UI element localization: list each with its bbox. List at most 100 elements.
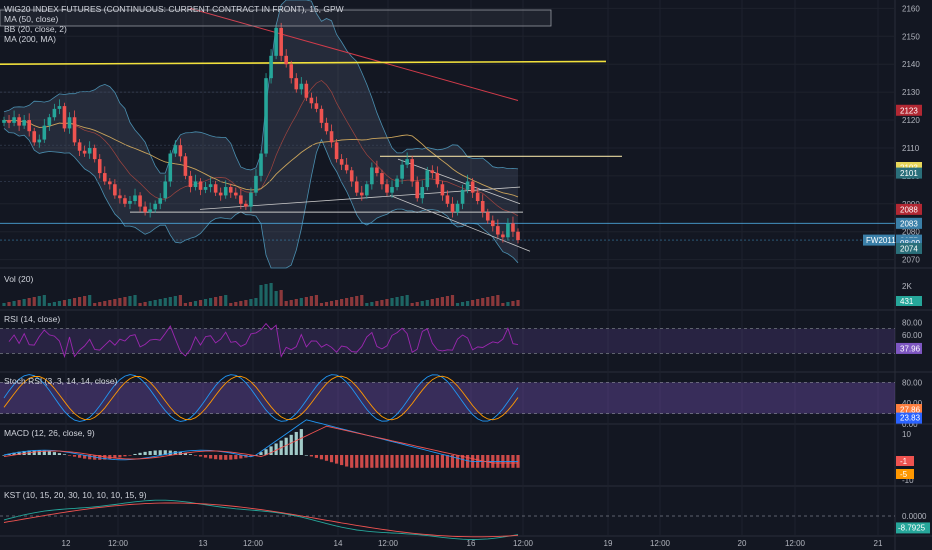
candle-body bbox=[133, 195, 137, 201]
macd-histogram-bar bbox=[334, 455, 339, 464]
volume-bar bbox=[289, 300, 293, 306]
vol-badge bbox=[896, 296, 922, 306]
price-axis[interactable]: 2160215021402130212021102100209020802070… bbox=[863, 4, 922, 265]
macd-histogram-bar bbox=[435, 455, 439, 468]
macd-histogram-bar bbox=[420, 455, 424, 468]
candle-body bbox=[385, 184, 389, 193]
volume-bar bbox=[244, 300, 248, 306]
candle-body bbox=[12, 117, 16, 123]
candle-body bbox=[491, 220, 495, 227]
candle-body bbox=[228, 187, 233, 193]
candle-body bbox=[193, 181, 198, 188]
volume-bar bbox=[319, 303, 324, 306]
volume-bar bbox=[98, 302, 102, 306]
volume-bar bbox=[153, 300, 157, 306]
volume-bar bbox=[83, 296, 87, 306]
time-label: 16 bbox=[467, 539, 476, 548]
candle-body bbox=[37, 139, 42, 143]
candle-body bbox=[42, 125, 47, 140]
kst-badge-label: -8.7925 bbox=[898, 523, 926, 532]
candle-body bbox=[314, 103, 319, 109]
volume-bar bbox=[511, 301, 515, 306]
macd-histogram-bar bbox=[133, 453, 137, 455]
candle-body bbox=[203, 187, 208, 190]
macd-histogram-bar bbox=[455, 455, 460, 468]
price-badge bbox=[896, 203, 922, 215]
volume-bar bbox=[168, 297, 172, 306]
candle-body bbox=[148, 209, 152, 213]
kst-signal-line bbox=[3, 502, 519, 538]
candle-body bbox=[294, 78, 299, 90]
macd-histogram-bar bbox=[234, 455, 238, 460]
price-tick: 2130 bbox=[902, 88, 920, 97]
volume-bar bbox=[400, 296, 404, 306]
macd-histogram-bar bbox=[12, 452, 16, 455]
candle-body bbox=[138, 195, 142, 207]
candle-body bbox=[405, 159, 409, 165]
volume-bar bbox=[410, 303, 414, 306]
volume-bar bbox=[259, 285, 263, 306]
candle-body bbox=[178, 145, 183, 157]
candle-body bbox=[365, 184, 369, 196]
price-pane[interactable] bbox=[0, 0, 895, 269]
candle-body bbox=[480, 201, 485, 213]
macd-histogram-bar bbox=[355, 455, 359, 468]
stoch-d-line bbox=[3, 375, 519, 421]
volume-bar bbox=[355, 296, 359, 306]
volume-bar bbox=[481, 298, 485, 306]
macd-pane[interactable]: 10 -10 -1 -5 bbox=[2, 419, 914, 485]
volume-bar bbox=[304, 297, 308, 306]
time-label: 12:00 bbox=[650, 539, 671, 548]
volume-bar bbox=[88, 295, 92, 306]
stoch-k-badge bbox=[896, 412, 922, 424]
macd-histogram-bar bbox=[365, 455, 369, 468]
kst-line bbox=[3, 499, 519, 540]
candle-body bbox=[445, 195, 450, 204]
volume-bar bbox=[42, 295, 46, 306]
stoch-title: Stoch RSI (3, 3, 14, 14, close) bbox=[4, 376, 118, 386]
macd-histogram-bar bbox=[340, 455, 344, 466]
volume-bar bbox=[123, 297, 127, 306]
ma50-label: MA (50, close) bbox=[4, 14, 59, 24]
candle-body bbox=[430, 170, 435, 174]
contract-badge bbox=[863, 234, 895, 246]
macd-histogram-bar bbox=[415, 455, 419, 468]
macd-histogram-bar bbox=[324, 455, 329, 461]
macd-histogram-bar bbox=[88, 455, 92, 460]
volume-bar bbox=[239, 301, 243, 306]
volume-pane[interactable]: 2K 431 bbox=[2, 282, 922, 306]
kst-pane[interactable]: 0.0000 -8.7925 bbox=[0, 499, 930, 540]
volume-bar bbox=[279, 290, 283, 306]
candle-body bbox=[309, 97, 314, 104]
macd-histogram-bar bbox=[62, 454, 67, 455]
volume-bar bbox=[12, 301, 16, 306]
volume-bar bbox=[62, 300, 67, 306]
volume-bar bbox=[506, 302, 510, 306]
candle-body bbox=[108, 181, 112, 185]
volume-bar bbox=[435, 298, 439, 306]
volume-bar bbox=[52, 302, 56, 306]
candle-body bbox=[123, 198, 127, 204]
macd-histogram-bar bbox=[188, 454, 193, 455]
candle-body bbox=[188, 175, 193, 188]
price-tick: 2150 bbox=[902, 32, 920, 41]
candle-body bbox=[279, 27, 283, 56]
time-axis[interactable]: 12 12:00 13 12:00 14 12:00 16 12:00 19 12:00 20 12:… bbox=[62, 539, 883, 548]
candle-body bbox=[82, 150, 87, 154]
rsi-tick: 80.00 bbox=[902, 318, 923, 327]
candle-body bbox=[410, 159, 414, 182]
ma200-line bbox=[189, 7, 519, 101]
macd-histogram-bar bbox=[430, 455, 434, 468]
macd-histogram-bar bbox=[148, 451, 152, 455]
candle-body bbox=[22, 120, 26, 126]
macd-histogram-bar bbox=[239, 455, 243, 459]
volume-bar bbox=[324, 302, 329, 306]
volume-bar bbox=[203, 299, 208, 306]
rsi-pane[interactable]: 80.00 60.00 37.96 bbox=[0, 318, 923, 359]
volume-bar bbox=[188, 302, 193, 306]
candle-body bbox=[395, 178, 399, 188]
macd-histogram-bar bbox=[460, 455, 465, 468]
volume-bar bbox=[138, 303, 142, 306]
